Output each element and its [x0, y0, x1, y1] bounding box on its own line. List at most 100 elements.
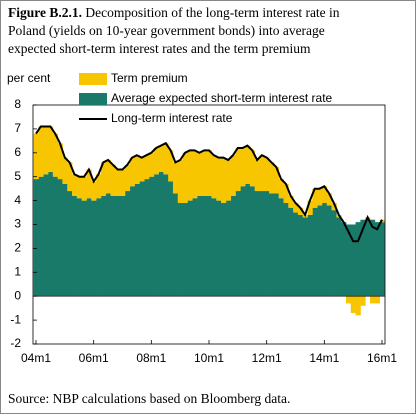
bar [321, 186, 328, 203]
bar [307, 214, 313, 297]
bar [81, 200, 87, 297]
y-tick-label: 4 [14, 193, 21, 207]
bar [105, 193, 111, 297]
bar [76, 198, 83, 297]
bar [168, 181, 174, 297]
bar [216, 157, 222, 201]
bar [245, 145, 251, 184]
bar [192, 150, 198, 199]
legend-label: Term premium [111, 71, 188, 85]
bar [355, 296, 361, 316]
bar [153, 148, 159, 175]
bar [124, 164, 131, 192]
y-tick-label: 7 [14, 121, 21, 135]
bar [182, 152, 188, 203]
x-tick-label: 10m1 [194, 351, 224, 365]
bar [221, 202, 227, 297]
bar [81, 176, 87, 201]
bar [321, 202, 328, 297]
bar [216, 200, 222, 297]
bar [177, 159, 183, 203]
bar [297, 214, 304, 297]
bar [72, 195, 78, 297]
bar [307, 200, 313, 215]
bar [249, 186, 256, 297]
bar [177, 202, 183, 297]
bar [196, 195, 203, 297]
bar [360, 296, 366, 306]
bar [254, 159, 260, 192]
bar [293, 212, 299, 297]
bar [278, 179, 284, 199]
bar [124, 191, 131, 297]
title-line: Poland (yields on 10-year government bon… [8, 23, 325, 38]
bar [312, 207, 318, 297]
y-tick-label: -1 [10, 312, 21, 326]
x-tick-label: 16m1 [367, 351, 397, 365]
bar [278, 198, 284, 297]
bar [129, 186, 135, 297]
y-tick-label: -2 [10, 336, 21, 350]
x-tick-label: 14m1 [309, 351, 339, 365]
bar [293, 202, 299, 213]
bar [235, 148, 241, 192]
bar [269, 162, 275, 194]
bar [67, 162, 73, 192]
bar [326, 205, 332, 297]
bar [211, 155, 217, 199]
bar [187, 150, 193, 201]
bar [172, 162, 179, 194]
bar [317, 205, 323, 297]
y-tick-label: 6 [14, 145, 21, 159]
bar [139, 157, 145, 182]
x-tick-label: 04m1 [21, 351, 51, 365]
bar [62, 157, 68, 184]
bar [120, 169, 126, 196]
legend-label: Long-term interest rate [111, 111, 233, 125]
bar [110, 164, 116, 196]
bar [158, 171, 164, 297]
bar [62, 183, 68, 297]
title-block: Figure B.2.1. Decomposition of the long-… [8, 4, 412, 58]
bar [187, 200, 193, 297]
bar [269, 193, 275, 297]
bar [288, 207, 294, 297]
bar [96, 174, 102, 199]
bar [153, 174, 159, 297]
bar [172, 193, 179, 297]
bars [33, 126, 385, 316]
bar [148, 152, 155, 177]
bar [43, 174, 49, 297]
bar [206, 150, 212, 196]
bar [76, 176, 83, 199]
bar [96, 198, 102, 297]
title-line: expected short-term interest rates and t… [8, 41, 311, 56]
bar [100, 162, 107, 196]
bar [350, 224, 356, 297]
bar [341, 222, 347, 297]
line [35, 125, 383, 243]
x-tick-label: 08m1 [136, 351, 166, 365]
bar [110, 195, 116, 297]
bar [168, 150, 174, 182]
bar [360, 219, 366, 297]
bar [369, 296, 376, 304]
bar [379, 222, 385, 297]
bar [240, 148, 246, 187]
bar [115, 195, 121, 297]
y-tick-label: 8 [14, 97, 21, 111]
title-text: Decomposition of the long-term interest … [85, 5, 340, 20]
y-tick-label: 3 [14, 217, 21, 231]
bar [283, 202, 289, 297]
bar [259, 191, 265, 297]
bar [206, 195, 212, 297]
legend-label: Average expected short-term interest rat… [111, 91, 333, 105]
bar [264, 191, 270, 297]
bar [134, 155, 140, 184]
bar [38, 126, 44, 177]
x-tick-label: 06m1 [79, 351, 109, 365]
y-axis-label: per cent [7, 71, 51, 85]
bar [158, 145, 164, 172]
bar [91, 181, 97, 201]
bar [336, 217, 342, 297]
